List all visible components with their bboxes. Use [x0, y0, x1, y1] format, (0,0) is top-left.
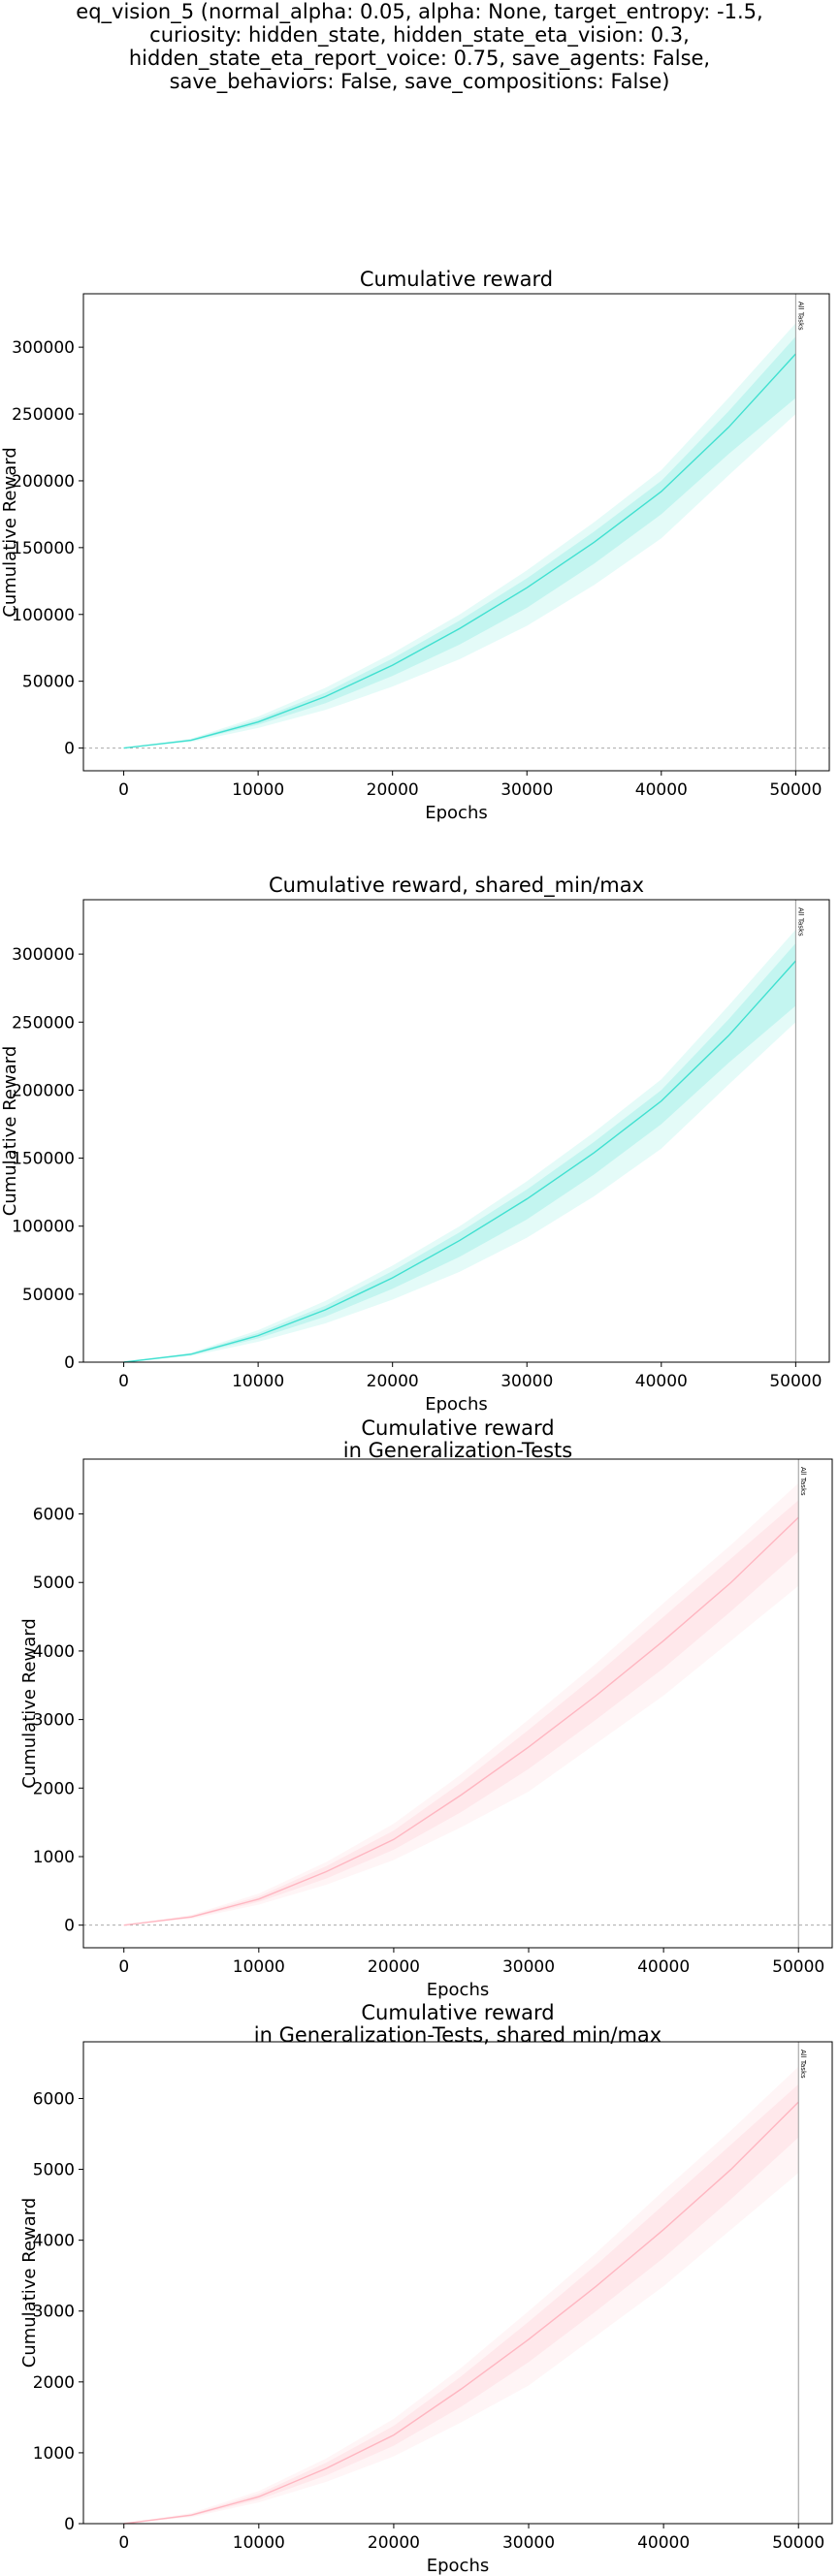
suptitle-line: eq_vision_5 (normal_alpha: 0.05, alpha: …: [76, 0, 763, 23]
x-tick-label: 10000: [233, 2533, 285, 2553]
x-tick-label: 0: [118, 2533, 129, 2553]
y-axis-label: Cumulative Reward: [0, 1046, 20, 1217]
y-tick-label: 1000: [33, 1848, 75, 1867]
y-tick-label: 200000: [12, 1081, 75, 1100]
x-tick-label: 50000: [772, 1957, 824, 1977]
chart-title: Cumulative reward: [361, 1416, 554, 1440]
y-axis-label: Cumulative Reward: [0, 447, 20, 618]
x-tick-label: 40000: [635, 1372, 688, 1391]
y-tick-label: 300000: [12, 338, 75, 358]
y-tick-label: 50000: [22, 673, 75, 692]
plot-frame: [82, 293, 830, 772]
x-tick-label: 0: [118, 1372, 129, 1391]
suptitle-line: hidden_state_eta_report_voice: 0.75, sav…: [128, 47, 711, 70]
chart-title: in Generalization-Tests, shared min/max: [254, 2023, 662, 2047]
y-tick-label: 4000: [33, 1642, 75, 1662]
x-axis-label: Epochs: [425, 1394, 488, 1415]
x-tick-label: 20000: [368, 2533, 420, 2553]
task-marker-label: All Tasks: [799, 2050, 807, 2079]
x-axis-label: Epochs: [425, 803, 488, 823]
min-max-band: [123, 929, 796, 1362]
y-tick-label: 4000: [33, 2232, 75, 2251]
y-tick-label: 150000: [12, 539, 75, 558]
y-tick-label: 0: [64, 1917, 75, 1936]
y-tick-label: 6000: [33, 2089, 75, 2109]
y-tick-label: 100000: [12, 1218, 75, 1237]
x-tick-label: 30000: [502, 1957, 555, 1977]
y-tick-label: 50000: [22, 1286, 75, 1305]
y-tick-label: 250000: [12, 405, 75, 425]
std-band: [123, 336, 796, 748]
y-tick-label: 5000: [33, 1574, 75, 1593]
task-marker-label: All Tasks: [796, 907, 804, 937]
min-max-band: [123, 2066, 799, 2524]
cumulative-reward-shared-chart: Cumulative reward, shared_min/max All Tas…: [0, 874, 830, 1415]
series-line: [123, 353, 796, 749]
x-tick-label: 50000: [772, 2533, 824, 2553]
y-axis-label: Cumulative Reward: [19, 2198, 40, 2369]
y-tick-label: 250000: [12, 1013, 75, 1033]
chart-title: Cumulative reward: [361, 2001, 554, 2024]
x-tick-label: 40000: [635, 780, 688, 800]
x-tick-label: 10000: [233, 1957, 285, 1977]
y-axis-label: Cumulative Reward: [19, 1618, 40, 1789]
y-tick-label: 5000: [33, 2161, 75, 2180]
figure-suptitle: eq_vision_5 (normal_alpha: 0.05, alpha: …: [0, 0, 839, 93]
y-tick-label: 200000: [12, 472, 75, 492]
y-tick-label: 6000: [33, 1506, 75, 1525]
x-axis-label: Epochs: [427, 2556, 490, 2576]
plot-frame: [82, 899, 830, 1363]
y-tick-label: 300000: [12, 945, 75, 965]
y-tick-label: 100000: [12, 606, 75, 625]
y-tick-label: 3000: [33, 2303, 75, 2322]
std-band: [123, 1500, 799, 1925]
cumulative-reward-chart: Cumulative reward All Tasks 0 10000 20000 300…: [0, 268, 830, 823]
x-tick-label: 40000: [637, 1957, 690, 1977]
x-tick-label: 30000: [502, 2533, 555, 2553]
y-tick-label: 0: [64, 2515, 75, 2534]
y-tick-label: 0: [64, 1353, 75, 1373]
x-tick-label: 40000: [637, 2533, 690, 2553]
chart-title: in Generalization-Tests: [343, 1439, 572, 1462]
chart-title: Cumulative reward: [360, 268, 553, 291]
x-tick-label: 10000: [232, 780, 284, 800]
min-max-band: [123, 323, 796, 748]
x-tick-label: 20000: [368, 1957, 420, 1977]
x-tick-label: 0: [118, 1957, 129, 1977]
task-marker-label: All Tasks: [799, 1467, 807, 1496]
x-tick-label: 0: [118, 780, 129, 800]
suptitle-line: curiosity: hidden_state, hidden_state_et…: [149, 23, 690, 47]
x-tick-label: 30000: [500, 1372, 553, 1391]
task-marker-label: All Tasks: [796, 302, 804, 331]
x-tick-label: 20000: [367, 780, 419, 800]
chart-title: Cumulative reward, shared_min/max: [269, 874, 644, 898]
y-tick-label: 2000: [33, 1779, 75, 1798]
series-line: [123, 960, 796, 1363]
std-band: [123, 2083, 799, 2524]
y-tick-label: 1000: [33, 2444, 75, 2464]
std-band: [123, 942, 796, 1362]
series-line: [123, 1516, 799, 1926]
x-axis-label: Epochs: [427, 1980, 490, 2000]
plot-frame: [82, 2041, 833, 2525]
x-tick-label: 50000: [769, 1372, 822, 1391]
y-tick-label: 150000: [12, 1150, 75, 1169]
x-tick-label: 30000: [500, 780, 553, 800]
suptitle-line: save_behaviors: False, save_compositions…: [169, 70, 670, 93]
x-tick-label: 50000: [769, 780, 822, 800]
y-tick-label: 0: [64, 740, 75, 759]
x-tick-label: 20000: [367, 1372, 419, 1391]
y-tick-label: 3000: [33, 1711, 75, 1731]
plot-frame: [82, 1458, 833, 1949]
y-tick-label: 2000: [33, 2373, 75, 2393]
series-line: [123, 2101, 799, 2525]
x-tick-label: 10000: [232, 1372, 284, 1391]
min-max-band: [123, 1482, 799, 1925]
